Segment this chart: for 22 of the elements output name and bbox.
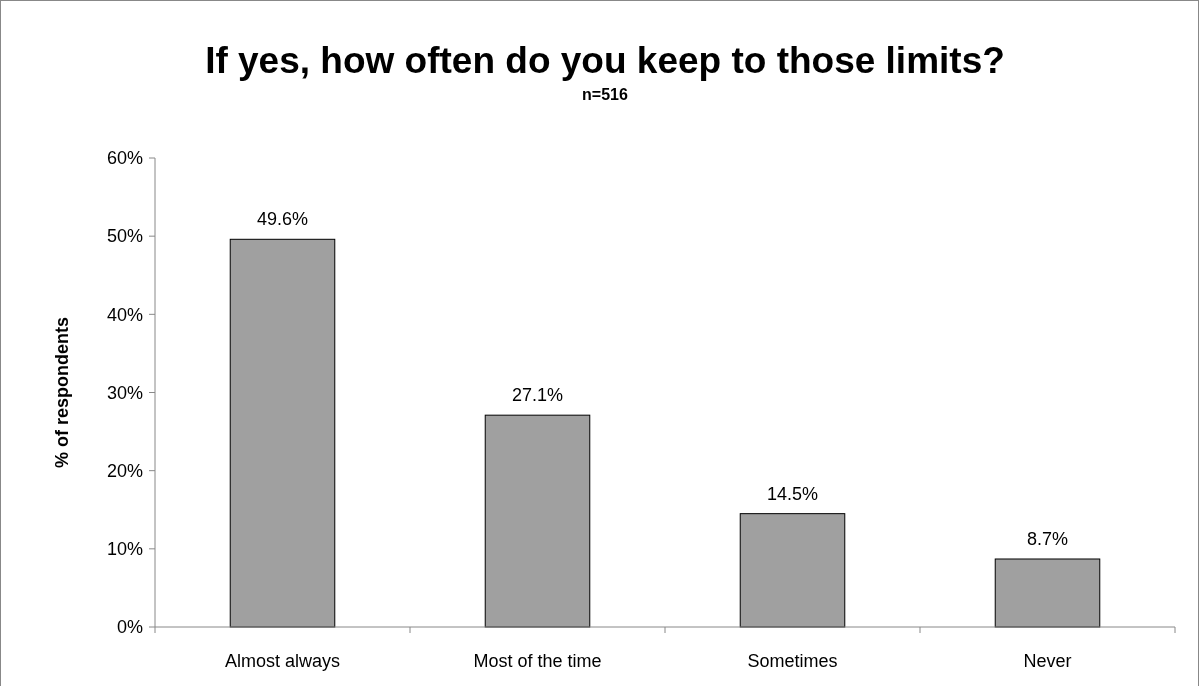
y-axis-title: % of respondents xyxy=(52,316,72,469)
bar xyxy=(484,414,591,628)
x-tick-label: Never xyxy=(1023,651,1072,671)
bar xyxy=(229,238,336,628)
x-tick-label: Most of the time xyxy=(473,651,602,671)
y-tick-label: 40% xyxy=(106,304,143,325)
y-tick-label: 10% xyxy=(106,539,143,560)
x-tick-label: Sometimes xyxy=(747,651,838,671)
y-tick-label: 30% xyxy=(106,382,143,403)
data-label: 8.7% xyxy=(1026,528,1069,549)
chart-title: If yes, how often do you keep to those limits? xyxy=(205,40,1005,81)
data-label: 27.1% xyxy=(511,385,564,406)
y-tick-label: 0% xyxy=(116,617,143,638)
y-tick-label: 60% xyxy=(106,148,143,169)
data-label: 49.6% xyxy=(256,209,309,230)
data-label: 14.5% xyxy=(766,483,819,504)
bar xyxy=(739,513,846,628)
y-tick-label: 20% xyxy=(106,460,143,481)
chart-subtitle: n=516 xyxy=(582,86,629,103)
bar xyxy=(994,558,1101,628)
x-tick-label: Almost always xyxy=(224,651,341,671)
y-tick-label: 50% xyxy=(106,226,143,247)
